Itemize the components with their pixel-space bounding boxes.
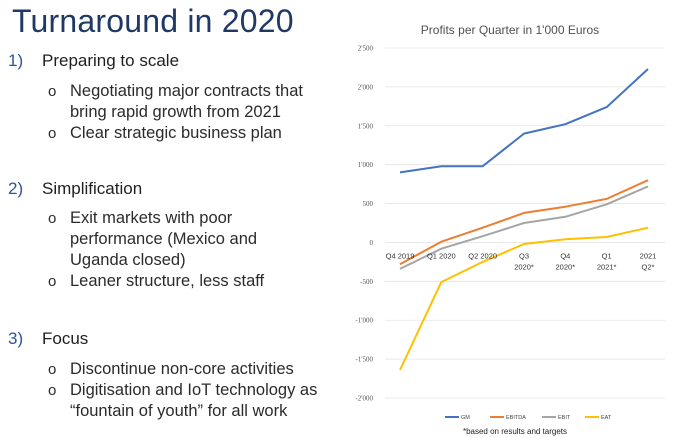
- x-tick-label: 2020*: [514, 262, 534, 271]
- section-number: 1): [8, 51, 24, 70]
- section-number: 3): [8, 329, 24, 348]
- y-tick-label: -500: [360, 278, 373, 286]
- section-label: Focus: [42, 329, 89, 348]
- bullet-list: o Discontinue non-core activities o Digi…: [8, 359, 330, 422]
- slide-title: Turnaround in 2020: [12, 3, 294, 39]
- bullet-item: o Digitisation and IoT technology as “fo…: [8, 380, 330, 422]
- bullet-glyph: o: [48, 382, 57, 399]
- y-tick-label: 1'000: [358, 161, 374, 169]
- chart-canvas: Profits per Quarter in 1'000 Euros 2'500 2…: [355, 23, 665, 436]
- y-tick-label: 2'000: [358, 83, 374, 91]
- series-line-ebitda: [399, 179, 649, 266]
- bullet-text: Discontinue non-core activities: [70, 360, 294, 378]
- series-line-eat: [399, 226, 649, 371]
- section-heading: 2) Simplification: [8, 178, 330, 200]
- bullet-item: o Negotiating major contracts that bring…: [8, 81, 330, 123]
- y-tick-label: 500: [363, 200, 374, 208]
- section-label: Preparing to scale: [42, 51, 180, 70]
- legend-label-ebit: EBIT: [558, 415, 571, 421]
- section-number: 2): [8, 179, 24, 198]
- bullet-item: o Exit markets with poor performance (Me…: [8, 208, 330, 271]
- bullet-glyph: o: [48, 361, 57, 378]
- x-tick-label: Q2 2020: [468, 251, 497, 260]
- y-tick-label: -1'500: [355, 356, 373, 364]
- bullet-glyph: o: [48, 125, 57, 142]
- y-tick-label: -1'000: [355, 317, 373, 325]
- bullet-text: Digitisation and IoT technology as “foun…: [70, 381, 318, 420]
- bullet-item: o Leaner structure, less staff: [8, 271, 330, 292]
- section-label: Simplification: [42, 179, 143, 198]
- y-tick-label: 0: [370, 239, 374, 247]
- profits-chart: Profits per Quarter in 1'000 Euros 2'500 2…: [330, 10, 690, 438]
- y-tick-label: 1'500: [358, 122, 374, 130]
- legend-label-gm: GM: [461, 415, 470, 421]
- x-tick-label: 2021*: [597, 262, 617, 271]
- bullet-text: Clear strategic business plan: [70, 124, 282, 142]
- section-preparing-to-scale: 1) Preparing to scale o Negotiating majo…: [8, 50, 330, 144]
- x-tick-label: Q1: [602, 251, 612, 260]
- section-focus: 3) Focus o Discontinue non-core activiti…: [8, 328, 330, 422]
- bullet-glyph: o: [48, 210, 57, 227]
- x-tick-label: 2020*: [556, 262, 576, 271]
- legend-label-eat: EAT: [601, 415, 612, 421]
- series-line-gm: [399, 68, 649, 174]
- section-heading: 1) Preparing to scale: [8, 50, 330, 72]
- x-tick-label: 2021: [640, 251, 657, 260]
- section-heading: 3) Focus: [8, 328, 330, 350]
- x-tick-label: Q3: [519, 251, 529, 260]
- bullet-text: Leaner structure, less staff: [70, 272, 265, 290]
- bullet-item: o Discontinue non-core activities: [8, 359, 330, 380]
- x-tick-label: Q2*: [642, 262, 655, 271]
- x-tick-label: Q1 2020: [427, 251, 456, 260]
- chart-footnote: *based on results and targets: [463, 427, 567, 436]
- bullet-item: o Clear strategic business plan: [8, 123, 330, 144]
- x-tick-label: Q4: [560, 251, 570, 260]
- chart-title: Profits per Quarter in 1'000 Euros: [421, 23, 599, 37]
- bullet-list: o Exit markets with poor performance (Me…: [8, 208, 330, 292]
- bullet-list: o Negotiating major contracts that bring…: [8, 81, 330, 144]
- section-simplification: 2) Simplification o Exit markets with po…: [8, 178, 330, 292]
- series-line-ebit: [399, 185, 649, 270]
- legend-label-ebitda: EBITDA: [506, 415, 526, 421]
- bullet-text: Exit markets with poor performance (Mexi…: [70, 209, 258, 269]
- y-tick-label: -2'000: [355, 395, 373, 403]
- bullet-text: Negotiating major contracts that bring r…: [70, 82, 303, 121]
- x-tick-label: Q4 2019: [386, 251, 415, 260]
- bullet-glyph: o: [48, 83, 57, 100]
- bullet-glyph: o: [48, 273, 57, 290]
- y-tick-label: 2'500: [358, 45, 374, 53]
